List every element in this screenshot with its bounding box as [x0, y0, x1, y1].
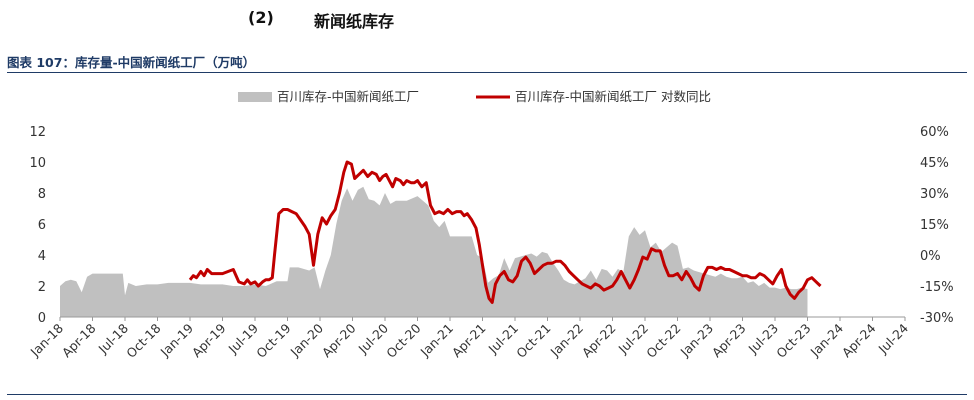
- left-tick-label: 2: [38, 280, 46, 295]
- legend-label-inventory: 百川库存-中国新闻纸工厂: [277, 89, 419, 104]
- inventory-chart: 百川库存-中国新闻纸工厂 百川库存-中国新闻纸工厂 对数同比 0 2 4 6 8 10 12…: [27, 89, 954, 361]
- x-tick-label: Jan-23: [677, 321, 716, 360]
- left-tick-label: 0: [38, 311, 46, 326]
- section-number: (2): [248, 8, 274, 27]
- x-tick-label: Apr-20: [319, 320, 359, 360]
- x-tick-label: Jan-22: [547, 321, 586, 360]
- right-tick-label: 30%: [920, 187, 949, 202]
- yoy-line: [188, 160, 822, 304]
- section-title: 新闻纸库存: [314, 12, 395, 31]
- bottom-divider: [7, 394, 967, 395]
- x-axis: Jan-18Apr-18Jul-18Oct-18Jan-19Apr-19Jul-…: [27, 316, 911, 361]
- x-tick-label: Oct-21: [513, 321, 553, 361]
- chart-legend: 百川库存-中国新闻纸工厂 百川库存-中国新闻纸工厂 对数同比: [238, 89, 711, 104]
- x-tick-label: Apr-22: [579, 321, 619, 361]
- left-tick-label: 12: [29, 125, 46, 140]
- x-tick-label: Apr-18: [59, 320, 99, 360]
- x-tick-label: Oct-18: [123, 320, 163, 360]
- x-tick-label: Oct-19: [253, 320, 293, 360]
- left-tick-label: 10: [29, 156, 46, 171]
- left-tick-label: 6: [38, 218, 46, 233]
- right-tick-label: 0%: [920, 249, 941, 264]
- section-heading: (2) 新闻纸库存: [0, 4, 974, 32]
- inventory-area: [60, 186, 808, 317]
- right-tick-label: 45%: [920, 156, 949, 171]
- legend-label-yoy: 百川库存-中国新闻纸工厂 对数同比: [515, 89, 711, 104]
- x-tick-label: Jan-20: [287, 320, 326, 359]
- caption-divider: [7, 72, 967, 73]
- x-tick-label: Oct-23: [773, 321, 813, 361]
- x-tick-label: Apr-21: [449, 321, 489, 361]
- figure-caption: 图表 107：库存量-中国新闻纸工厂（万吨）: [7, 55, 256, 70]
- x-tick-label: Jan-19: [157, 320, 196, 359]
- x-tick-label: Apr-19: [189, 320, 229, 360]
- right-axis: -30% -15% 0% 15% 30% 45% 60%: [920, 125, 954, 326]
- right-tick-label: -30%: [920, 311, 954, 326]
- x-tick-label: Apr-24: [839, 320, 879, 360]
- left-axis: 0 2 4 6 8 10 12: [29, 125, 46, 326]
- right-tick-label: 60%: [920, 125, 949, 140]
- legend-swatch-inventory: [238, 92, 272, 102]
- right-tick-label: 15%: [920, 218, 949, 233]
- x-tick-label: Jul-24: [875, 320, 911, 356]
- x-tick-label: Oct-20: [383, 320, 423, 360]
- x-tick-label: Apr-23: [709, 321, 749, 361]
- left-tick-label: 4: [38, 249, 46, 264]
- x-tick-label: Oct-22: [643, 321, 683, 361]
- x-tick-label: Jan-21: [417, 321, 456, 360]
- x-tick-label: Jan-24: [807, 320, 846, 359]
- plot-area: [60, 160, 822, 317]
- right-tick-label: -15%: [920, 280, 954, 295]
- x-tick-label: Jan-18: [27, 320, 66, 359]
- left-tick-label: 8: [38, 187, 46, 202]
